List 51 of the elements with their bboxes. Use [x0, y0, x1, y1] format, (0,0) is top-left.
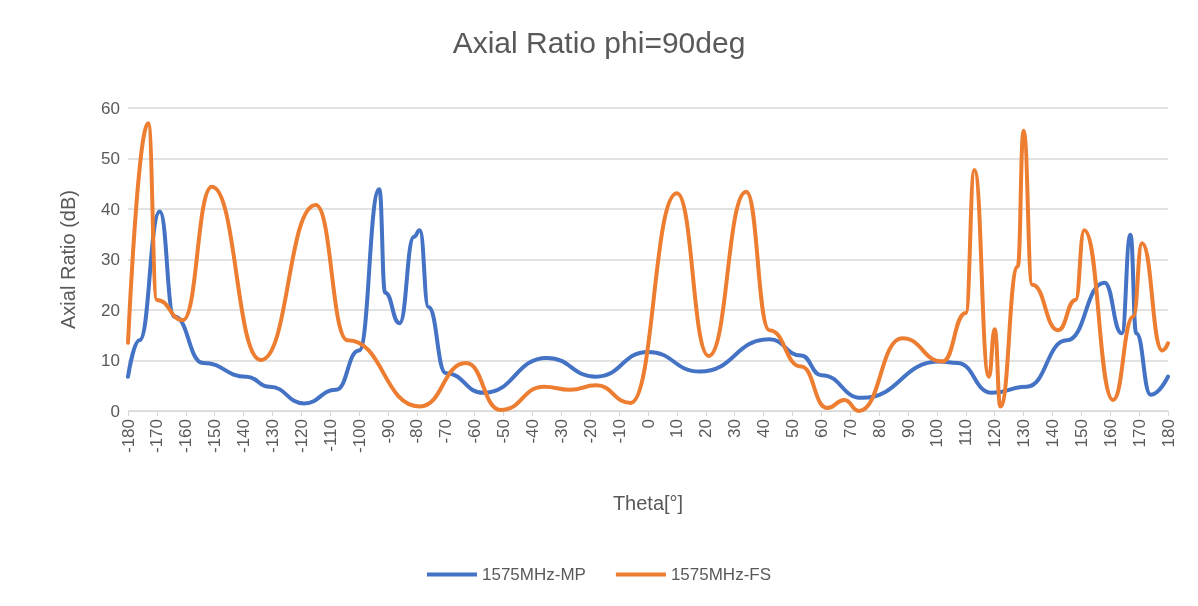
x-tick-label: -100: [349, 419, 369, 454]
x-tick-label: -70: [436, 419, 456, 444]
x-tick-label: 180: [1158, 419, 1178, 448]
y-tick-label: 20: [101, 300, 120, 320]
x-tick-label: 50: [782, 419, 802, 438]
x-axis-title: Theta[°]: [612, 492, 684, 514]
y-tick-label: 10: [101, 351, 120, 370]
x-tick-label: -150: [205, 419, 225, 454]
x-tick-label: 10: [667, 419, 687, 438]
x-tick-label: -50: [494, 419, 514, 444]
x-tick-label: -160: [176, 419, 196, 454]
y-axis-title: Axial Ratio (dB): [57, 190, 79, 329]
x-tick-label: 170: [1129, 419, 1149, 448]
x-tick-label: -180: [118, 419, 138, 454]
x-tick-label: 90: [898, 419, 918, 438]
legend-label: 1575MHz-FS: [670, 565, 772, 584]
y-tick-label: 40: [101, 199, 120, 219]
x-tick-label: 100: [927, 419, 947, 448]
x-tick-label: -30: [551, 419, 571, 444]
y-tick-label: 0: [110, 401, 120, 421]
chart-title: Axial Ratio phi=90deg: [452, 25, 746, 59]
x-tick-label: -140: [234, 419, 254, 454]
legend-label: 1575MHz-MP: [481, 565, 586, 584]
x-tick-label: 60: [811, 419, 831, 438]
x-tick-label: 0: [638, 419, 658, 429]
x-tick-label: -170: [147, 419, 167, 454]
x-tick-label: -120: [291, 419, 311, 454]
x-tick-label: 110: [956, 419, 976, 447]
x-tick-label: 40: [754, 419, 774, 438]
x-tick-label: -130: [262, 419, 282, 454]
x-tick-label: -40: [522, 419, 542, 444]
x-tick-label: 130: [1014, 419, 1034, 448]
x-tick-label: -10: [609, 419, 629, 444]
x-tick-label: 140: [1042, 419, 1062, 448]
x-tick-label: 120: [985, 419, 1005, 448]
y-tick-label: 60: [101, 98, 120, 118]
line-series: [126, 187, 1170, 406]
x-tick-label: 70: [840, 419, 860, 438]
x-tick-label: -60: [465, 419, 485, 444]
x-tick-label: 20: [696, 419, 716, 438]
x-tick-label: 30: [725, 419, 745, 438]
y-tick-label: 30: [101, 250, 120, 269]
x-tick-label: -80: [407, 419, 427, 444]
x-tick-label: -110: [320, 419, 340, 452]
x-tick-label: 80: [869, 419, 889, 438]
line-series: [126, 121, 1170, 413]
x-tick-label: 160: [1100, 419, 1120, 448]
y-tick-label: 50: [101, 149, 120, 168]
x-tick-label: -20: [580, 419, 600, 444]
x-tick-label: -90: [378, 419, 398, 444]
x-tick-label: 150: [1071, 419, 1091, 448]
